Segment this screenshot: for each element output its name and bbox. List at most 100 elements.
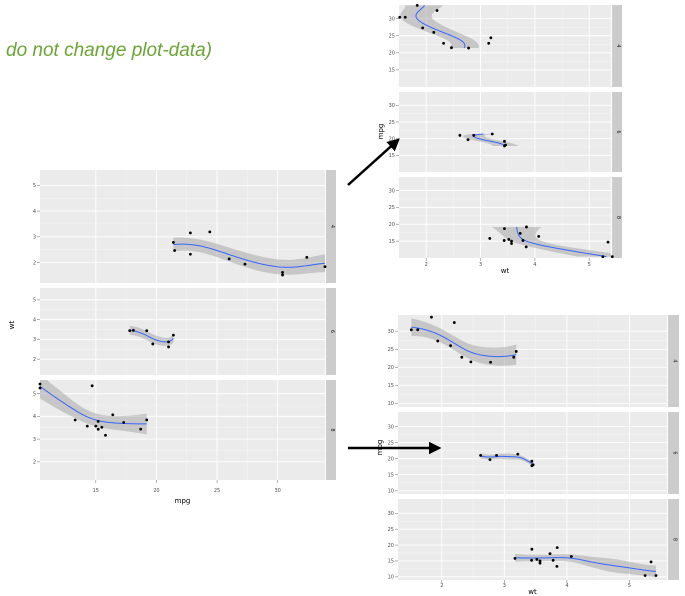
facet-strip-label: 6 (329, 330, 335, 333)
data-point (460, 355, 464, 359)
facet-strip (326, 380, 336, 480)
x-axis-title: mpg (175, 497, 191, 505)
data-point (85, 424, 89, 428)
tick-label-x: 4 (565, 583, 568, 589)
facet-strip (668, 499, 679, 580)
facet-strip-label: 8 (672, 538, 678, 541)
tick-label-y: 20 (388, 543, 394, 549)
data-point (139, 427, 143, 431)
data-point (488, 458, 492, 461)
tick-label-y: 4 (33, 317, 36, 323)
tick-label-y: 20 (389, 136, 395, 142)
tick-label-y: 20 (388, 365, 394, 371)
smooth-line (516, 226, 607, 258)
data-point (530, 464, 534, 468)
x-axis-title: wt (528, 588, 537, 596)
data-point (90, 384, 94, 388)
smooth-line (480, 455, 534, 465)
facet-panel-8: 10 15 20 25 30 8 (388, 499, 679, 581)
data-point (131, 328, 135, 332)
tick-label-x: 2 (425, 262, 428, 268)
facet-panel-4: 15 20 25 30 4 (389, 3, 622, 87)
data-point (38, 382, 42, 386)
data-point (122, 421, 126, 424)
data-point (516, 452, 520, 456)
tick-label-x: 30 (275, 488, 281, 494)
data-point (243, 262, 247, 266)
data-point (281, 273, 284, 277)
data-point (416, 328, 420, 332)
data-point (145, 329, 149, 333)
data-point (100, 425, 104, 429)
tick-label-y: 2 (33, 460, 36, 466)
data-point (489, 36, 493, 40)
tick-label-y: 4 (33, 414, 36, 420)
data-point (538, 561, 542, 565)
facet-strip (326, 288, 336, 375)
data-point (403, 15, 407, 19)
data-point (409, 328, 413, 332)
data-point (172, 241, 175, 244)
tick-label-y: 10 (388, 401, 394, 407)
data-point (513, 557, 517, 560)
tick-label-y: 15 (389, 68, 395, 74)
tick-label-y: 10 (388, 489, 394, 495)
facet-strip (668, 315, 679, 407)
data-point (436, 339, 440, 343)
data-point (514, 350, 518, 353)
tick-label-y: 30 (389, 188, 395, 194)
chart-wt-vs-mpg-path: 15 20 25 30 4 15 20 25 30 6 15 20 25 30 8 2 3 4 5 wt mpg (377, 3, 622, 275)
facet-panel-4: 2 3 4 5 4 (33, 170, 336, 283)
data-point (606, 240, 610, 244)
data-point (488, 237, 492, 240)
data-point (495, 454, 498, 457)
data-point (569, 555, 573, 558)
data-point (518, 231, 522, 235)
data-point (442, 41, 445, 45)
tick-label-y: 25 (388, 527, 394, 533)
tick-label-x: 3 (503, 583, 506, 589)
data-point (172, 333, 175, 337)
data-point (73, 418, 77, 422)
tick-label-y: 25 (389, 205, 395, 211)
facet-panel-8: 2 3 4 5 8 (33, 380, 336, 480)
confidence-ribbon (400, 5, 479, 49)
smooth-line (411, 326, 517, 358)
tick-label-y: 3 (33, 235, 36, 241)
data-point (167, 340, 170, 344)
smooth-line (415, 5, 466, 49)
facet-strip-label: 8 (329, 428, 335, 431)
panel-background (40, 380, 325, 480)
facet-strip (612, 92, 622, 172)
data-point (96, 419, 100, 423)
tick-label-y: 30 (389, 103, 395, 109)
tick-label-y: 30 (388, 424, 394, 430)
facet-panel-8: 15 20 25 30 8 (389, 177, 622, 259)
panel-background (398, 412, 667, 494)
data-point (398, 15, 402, 19)
data-point (649, 560, 653, 564)
data-point (208, 230, 212, 234)
data-point (524, 245, 528, 249)
confidence-ribbon (462, 134, 519, 146)
chart-wt-vs-mpg-smooth: 1015202530410152025306101520253082345wtm… (376, 315, 679, 596)
facet-strip-label: 4 (329, 225, 335, 228)
facet-strip (612, 5, 622, 87)
tick-label-y: 15 (388, 559, 394, 565)
data-point (435, 9, 439, 12)
tick-label-x: 5 (588, 262, 591, 268)
tick-label-y: 5 (33, 298, 36, 304)
smooth-line (40, 385, 147, 425)
data-point (538, 559, 542, 563)
tick-label-x: 3 (479, 262, 482, 268)
data-point (145, 418, 149, 422)
arrow-to-top-right (347, 138, 400, 186)
facet-strip (612, 177, 622, 258)
data-point (173, 249, 177, 252)
data-point (432, 30, 436, 34)
data-point (555, 546, 559, 549)
facet-strip-label: 8 (615, 216, 621, 219)
tick-label-y: 20 (389, 222, 395, 228)
facet-panel-6: 2 3 4 5 6 (33, 288, 336, 375)
